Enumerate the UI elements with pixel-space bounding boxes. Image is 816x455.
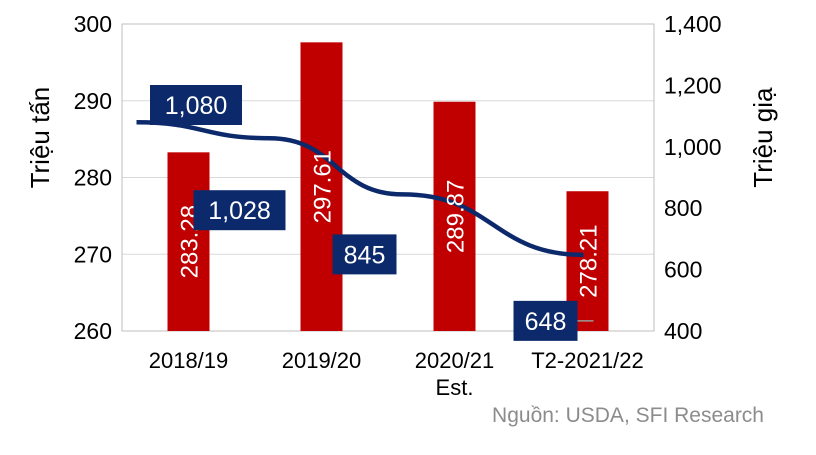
- left-tick-label: 290: [74, 88, 112, 114]
- line-data-label: 648: [525, 308, 567, 336]
- bar-data-label: 278.21: [576, 224, 603, 297]
- line-data-label: 845: [344, 241, 386, 269]
- right-tick-label: 1,000: [664, 134, 722, 160]
- x-tick-label: 2020/21: [415, 348, 495, 373]
- left-tick-label: 300: [74, 11, 112, 37]
- right-tick-label: 400: [664, 318, 702, 344]
- line-data-label: 1,080: [165, 92, 228, 120]
- line-label-box: [332, 234, 397, 275]
- right-tick-label: 800: [664, 195, 702, 221]
- source-note: Nguồn: USDA, SFI Research: [492, 404, 764, 427]
- line-data-label: 1,028: [208, 197, 271, 225]
- left-tick-label: 270: [74, 241, 112, 267]
- line-label-box: [150, 85, 242, 125]
- plot-frame: [121, 23, 655, 332]
- x-tick-label: 2018/19: [149, 348, 229, 373]
- left-tick-label: 260: [74, 318, 112, 344]
- bar-data-label: 297.61: [310, 150, 337, 223]
- bar: [167, 152, 210, 331]
- right-tick-label: 600: [664, 257, 702, 283]
- line-label-box: [193, 190, 286, 231]
- bar: [300, 42, 343, 331]
- bar-data-label: 289.87: [443, 180, 470, 253]
- line-label-box: [513, 300, 578, 341]
- left-tick-label: 280: [74, 165, 112, 191]
- x-tick-label: Est.: [436, 375, 474, 400]
- x-tick-label: 2019/20: [282, 348, 362, 373]
- right-axis-title: Triệu giạ: [748, 87, 778, 188]
- bar: [433, 101, 476, 332]
- line-series: [136, 119, 584, 258]
- right-tick-label: 1,400: [664, 11, 722, 37]
- left-axis-title: Triệu tấn: [25, 87, 55, 189]
- x-tick-label: T2-2021/22: [531, 348, 644, 373]
- right-tick-label: 1,200: [664, 72, 722, 98]
